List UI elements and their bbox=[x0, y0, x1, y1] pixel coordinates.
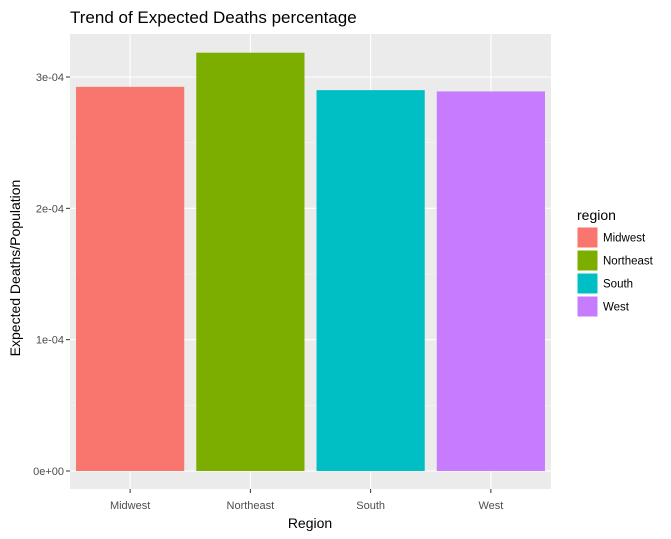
legend-key-south bbox=[576, 272, 599, 295]
bar-south bbox=[316, 90, 425, 471]
legend-title: region bbox=[577, 207, 616, 223]
legend-label: South bbox=[603, 279, 633, 291]
x-tick-label: Midwest bbox=[110, 500, 150, 512]
x-tick-label: South bbox=[356, 500, 385, 512]
bars bbox=[76, 52, 545, 472]
legend: region Midwest Northeast South West bbox=[576, 207, 654, 318]
y-tick-label: 1e-04 bbox=[36, 335, 64, 347]
legend-label: Midwest bbox=[603, 233, 646, 245]
chart-title: Trend of Expected Deaths percentage bbox=[70, 8, 357, 27]
x-tick-label: Northeast bbox=[227, 500, 275, 512]
y-axis: 0e+00 1e-04 2e-04 3e-04 bbox=[33, 72, 70, 478]
legend-key-northeast bbox=[576, 249, 599, 272]
bar-northeast bbox=[196, 52, 305, 471]
bar-west bbox=[436, 91, 545, 472]
x-axis: Midwest Northeast South West bbox=[110, 489, 503, 512]
legend-label: Northeast bbox=[603, 256, 654, 268]
legend-key-midwest bbox=[576, 226, 599, 249]
y-tick-label: 3e-04 bbox=[36, 72, 64, 84]
bar-midwest bbox=[76, 86, 185, 471]
y-tick-label: 2e-04 bbox=[36, 203, 64, 215]
y-axis-title: Expected Deaths/Population bbox=[7, 180, 23, 357]
legend-label: West bbox=[603, 302, 630, 314]
legend-key-west bbox=[576, 295, 599, 318]
y-tick-label: 0e+00 bbox=[33, 466, 64, 478]
x-tick-label: West bbox=[478, 500, 503, 512]
x-axis-title: Region bbox=[288, 515, 332, 531]
